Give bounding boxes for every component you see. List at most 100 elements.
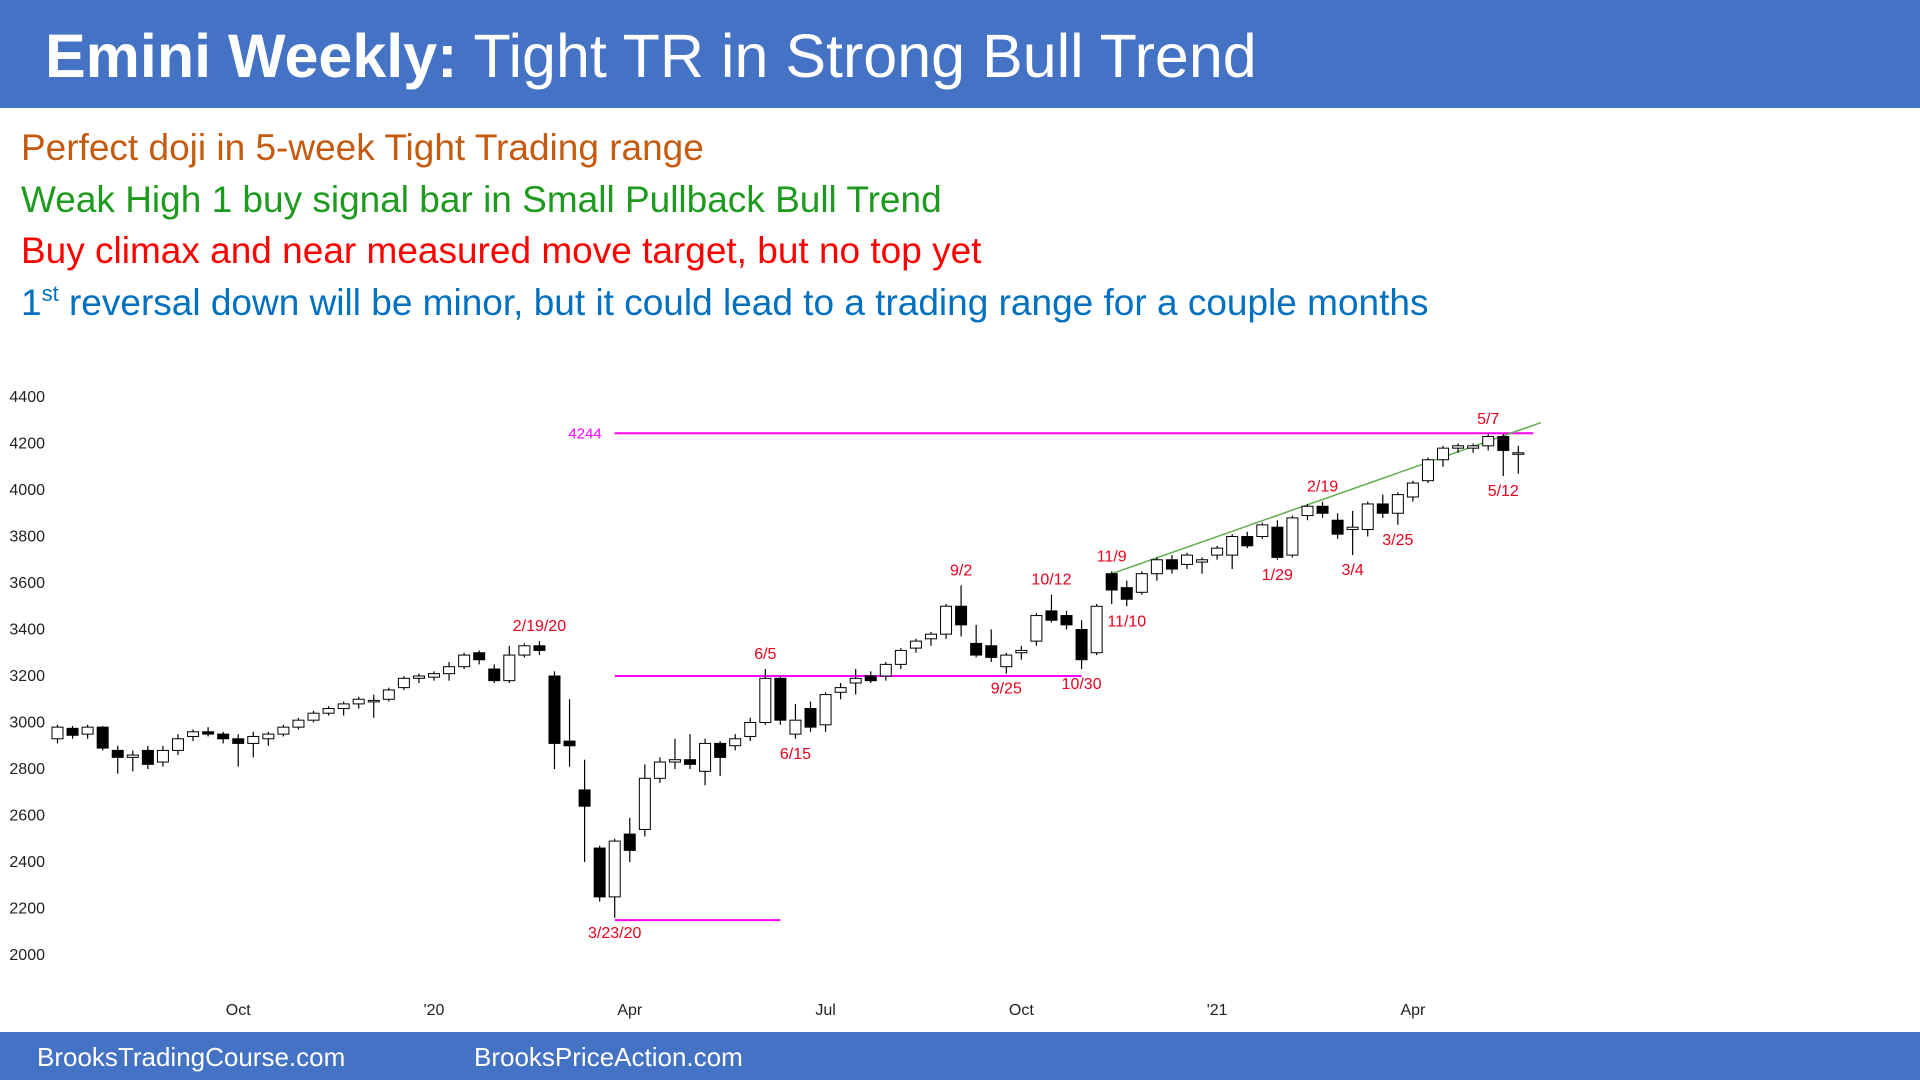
y-tick-label: 2200: [9, 901, 45, 918]
candle-body: [1346, 526, 1359, 531]
candle-body: [578, 789, 591, 807]
candle-body: [985, 645, 998, 658]
candle-body: [1467, 445, 1480, 449]
date-annotation: 10/12: [1031, 572, 1071, 589]
candle-body: [834, 687, 847, 693]
candle-body: [473, 652, 486, 661]
date-annotation: 2/19/20: [513, 618, 566, 635]
candle-body: [1391, 494, 1404, 514]
candle-body: [292, 719, 305, 728]
footer-link: BrooksPriceAction.com: [474, 1042, 743, 1072]
candle-body: [744, 722, 757, 737]
candle-body: [1497, 436, 1510, 451]
y-tick-label: 3200: [9, 668, 45, 685]
candle-body: [322, 708, 335, 714]
candle-body: [668, 759, 681, 763]
date-annotation: 11/9: [1097, 548, 1127, 565]
candle-body: [111, 749, 124, 758]
candle-body: [187, 731, 200, 737]
candle-body: [51, 726, 64, 740]
candle-body: [548, 675, 561, 744]
candle-body: [171, 738, 184, 751]
candle-body: [879, 663, 892, 677]
candle-body: [864, 675, 877, 682]
candle-body: [1211, 547, 1224, 556]
candle-body: [412, 675, 425, 679]
candle-body: [307, 712, 320, 721]
candle-body: [1361, 503, 1374, 531]
notes: Perfect doji in 5-week Tight Trading ran…: [21, 127, 1428, 323]
title-bold: Emini Weekly:: [45, 22, 457, 90]
candle-body: [638, 777, 651, 830]
date-annotation: 10/30: [1062, 676, 1102, 693]
candle-body: [1105, 573, 1118, 591]
candle-body: [1316, 505, 1329, 514]
date-annotation: 3/23/20: [588, 925, 641, 942]
candle-body: [156, 749, 169, 763]
candle-body: [819, 694, 832, 726]
x-tick-label: Oct: [1009, 1002, 1034, 1019]
candle-body: [1181, 554, 1193, 565]
candle-body: [382, 689, 395, 700]
candle-body: [684, 759, 697, 765]
candle-body: [894, 649, 907, 665]
candle-body: [774, 677, 787, 721]
y-tick-label: 3000: [9, 715, 45, 732]
chart: 2000 2200 2400 2600 2800 3000 3200 3400 3600 3800…: [9, 389, 1542, 1019]
candle-body: [262, 733, 275, 740]
candle-body: [849, 677, 862, 684]
y-tick-label: 3800: [9, 529, 45, 546]
candle-body: [1406, 482, 1419, 498]
candle-body: [924, 633, 937, 640]
y-tick-label: 3600: [9, 575, 45, 592]
candle-body: [141, 749, 154, 765]
candle-body: [1000, 654, 1013, 668]
date-annotation: 6/15: [780, 746, 811, 763]
date-annotation: 2/19: [1307, 479, 1338, 496]
candle-body: [1120, 587, 1133, 600]
candle-body: [397, 677, 410, 689]
candle-body: [337, 703, 350, 710]
x-tick-label: '20: [424, 1002, 445, 1019]
y-tick-label: 2400: [9, 854, 45, 871]
candle-body: [909, 640, 922, 649]
candle-body: [563, 740, 576, 747]
candle-body: [1482, 436, 1495, 447]
slide-title: Emini Weekly: Tight TR in Strong Bull Tre…: [45, 22, 1257, 90]
x-tick-label: Oct: [226, 1002, 251, 1019]
note-line: Perfect doji in 5-week Tight Trading ran…: [21, 127, 704, 168]
candle-body: [1196, 559, 1209, 563]
note-superscript: st: [42, 281, 59, 306]
date-annotation: 1/29: [1262, 567, 1293, 584]
candle-body: [1030, 615, 1043, 642]
candle-body: [1060, 615, 1073, 626]
note-line: Weak High 1 buy signal bar in Small Pull…: [21, 179, 942, 220]
candle-body: [699, 742, 712, 772]
candle-body: [1286, 517, 1299, 556]
level-label: 4244: [568, 425, 601, 442]
y-tick-label: 2800: [9, 761, 45, 778]
candle-body: [533, 645, 546, 651]
candle-body: [488, 668, 501, 682]
candle-body: [729, 738, 742, 747]
candle-body: [217, 733, 230, 740]
trend-line: [1111, 421, 1542, 575]
y-tick-label: 3400: [9, 622, 45, 639]
candle-body: [126, 754, 139, 758]
candle-body: [1135, 573, 1148, 593]
candle-body: [593, 847, 606, 898]
candle-body: [367, 699, 380, 703]
candle-body: [1150, 559, 1163, 575]
candle-body: [1271, 526, 1284, 558]
candle-body: [96, 726, 109, 749]
candle-body: [940, 605, 953, 635]
footer-link: BrooksTradingCourse.com: [37, 1042, 345, 1072]
y-tick-label: 2600: [9, 808, 45, 825]
y-tick-label: 4400: [9, 389, 45, 406]
candle-body: [247, 735, 260, 744]
candle-body: [202, 731, 215, 735]
header-bar: [0, 0, 1920, 108]
candle-body: [503, 654, 516, 682]
date-annotation: 3/4: [1342, 562, 1364, 579]
candle-body: [81, 726, 94, 735]
